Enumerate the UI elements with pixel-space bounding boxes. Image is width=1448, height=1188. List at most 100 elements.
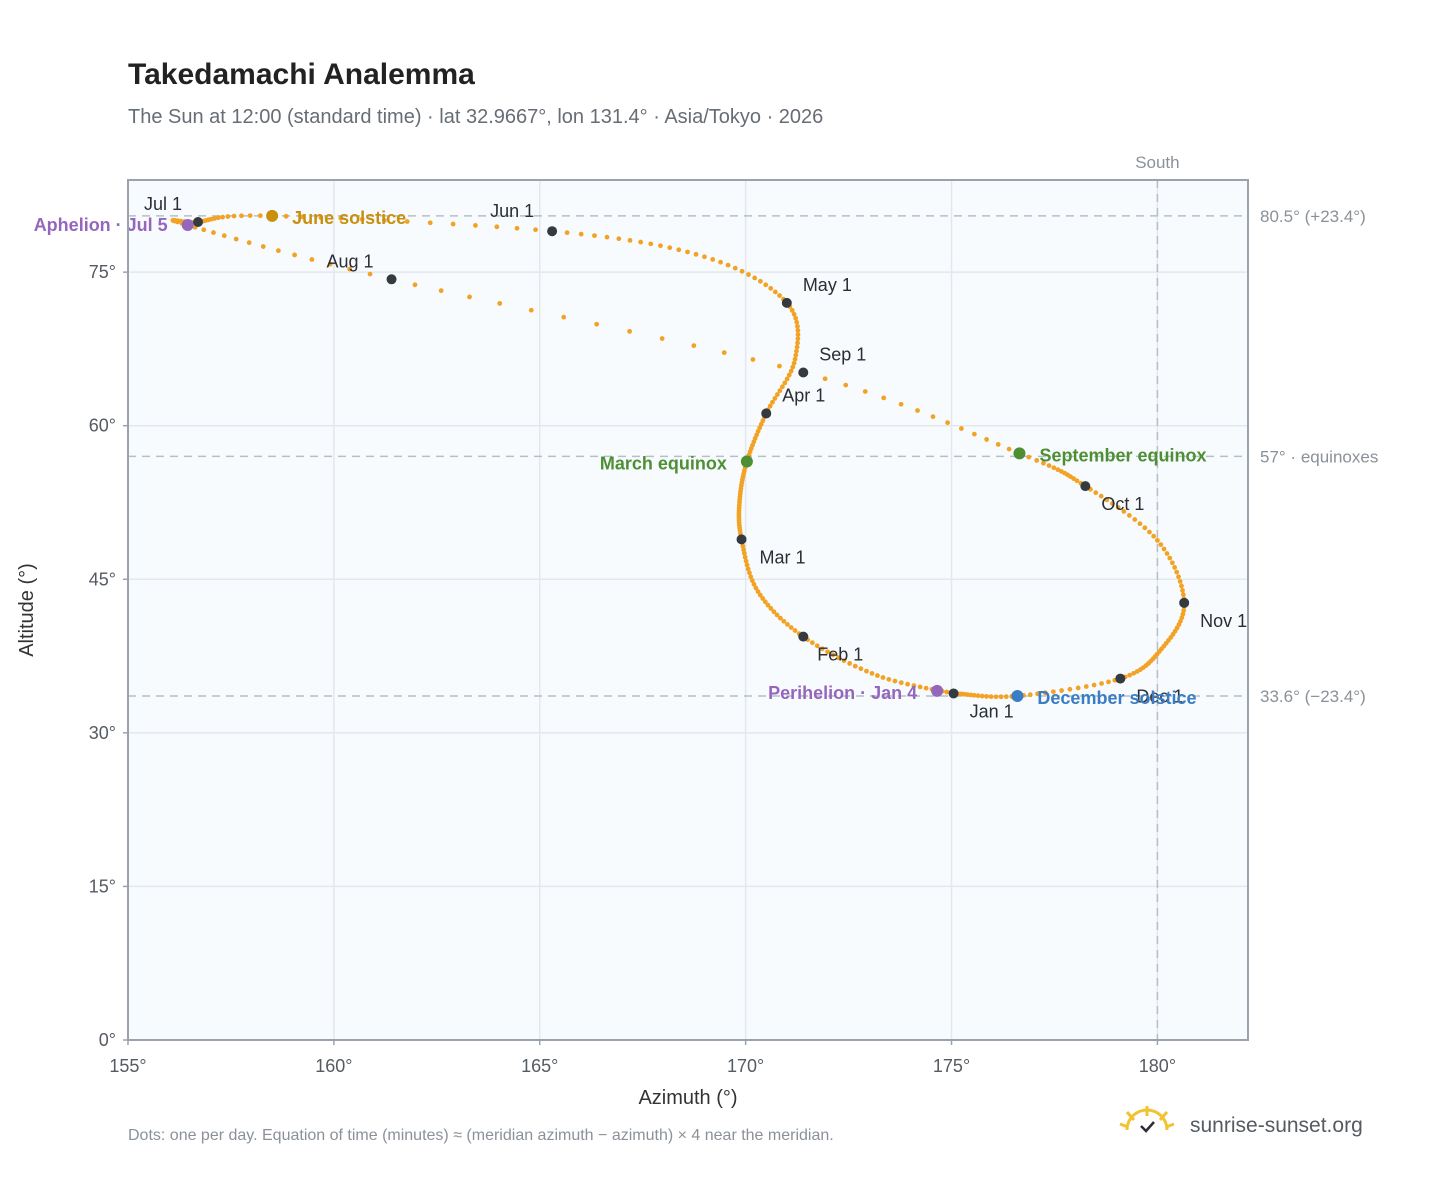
- daily-sun-dot: [752, 275, 758, 281]
- daily-sun-dot: [211, 230, 216, 235]
- daily-sun-dot: [318, 215, 324, 220]
- month-marker: [193, 216, 203, 227]
- x-tick-label: 170°: [727, 1056, 764, 1076]
- y-tick-label: 30°: [89, 723, 116, 743]
- sunrise-icon: [1119, 1106, 1175, 1133]
- daily-sun-dot: [795, 328, 801, 333]
- south-label: South: [1135, 153, 1179, 172]
- daily-sun-dot: [975, 693, 981, 699]
- altitude-reference-label: 80.5° (+23.4°): [1260, 207, 1366, 226]
- daily-sun-dot: [275, 248, 281, 254]
- daily-sun-dot: [794, 319, 800, 325]
- daily-sun-dot: [1179, 583, 1184, 589]
- daily-sun-dot: [1093, 490, 1099, 496]
- month-marker: [1080, 481, 1091, 492]
- daily-sun-dot: [1180, 587, 1185, 593]
- daily-sun-dot: [347, 266, 353, 272]
- event-marker-equinox: [1013, 447, 1026, 460]
- x-tick-label: 160°: [315, 1056, 352, 1076]
- event-marker-june-solstice: [266, 209, 279, 222]
- daily-sun-dot: [905, 681, 910, 687]
- daily-sun-dot: [578, 231, 584, 237]
- daily-sun-dot: [494, 224, 500, 230]
- daily-sun-dot: [1155, 537, 1160, 543]
- daily-sun-dot: [777, 615, 783, 621]
- month-label: Jul 1: [144, 194, 182, 214]
- x-axis-label: Azimuth (°): [638, 1087, 737, 1109]
- event-marker-december-solstice: [1011, 690, 1024, 702]
- x-tick-label: 165°: [521, 1056, 558, 1076]
- daily-sun-dot: [763, 282, 769, 288]
- daily-sun-dot: [1104, 497, 1110, 503]
- daily-sun-dot: [1083, 684, 1089, 689]
- daily-sun-dot: [790, 364, 796, 370]
- daily-sun-dot: [725, 262, 731, 268]
- daily-sun-dot: [1059, 688, 1065, 693]
- daily-sun-dot: [732, 265, 738, 271]
- daily-sun-dot: [1046, 463, 1052, 468]
- daily-sun-dot: [749, 578, 755, 583]
- daily-sun-dot: [1034, 457, 1040, 463]
- month-label: May 1: [803, 275, 852, 295]
- daily-sun-dot: [770, 399, 775, 405]
- daily-sun-dot: [767, 403, 773, 409]
- daily-sun-dot: [768, 606, 774, 611]
- daily-sun-dot: [852, 663, 858, 669]
- daily-sun-dot: [781, 618, 787, 624]
- daily-sun-dot: [221, 233, 227, 239]
- daily-sun-dot: [995, 442, 1001, 447]
- daily-sun-dot: [957, 691, 963, 697]
- y-tick-label: 45°: [89, 569, 116, 589]
- event-markers: Aphelion · Jul 5 June solstice March equin…: [34, 208, 1207, 708]
- daily-sun-dot: [782, 380, 788, 386]
- month-label: Jun 1: [490, 201, 534, 221]
- daily-sun-dot: [627, 237, 633, 243]
- daily-sun-dot: [659, 336, 665, 341]
- daily-sun-dot: [497, 301, 503, 306]
- daily-sun-dot: [777, 293, 782, 298]
- daily-sun-dot: [721, 350, 727, 356]
- daily-sun-dot: [412, 282, 418, 288]
- daily-sun-dot: [795, 332, 801, 338]
- daily-sun-dot: [201, 227, 207, 233]
- daily-sun-dot: [514, 225, 520, 231]
- daily-sun-dot: [979, 693, 985, 699]
- daily-sun-dot: [1126, 513, 1132, 518]
- daily-sun-dot: [1177, 579, 1183, 584]
- month-label: Feb 1: [817, 645, 863, 665]
- chart-title: Takedamachi Analemma: [128, 58, 475, 91]
- daily-sun-dot: [795, 340, 800, 346]
- y-tick-label: 75°: [89, 262, 116, 282]
- daily-sun-dot: [971, 431, 977, 437]
- altitude-reference-label: 57° · equinoxes: [1260, 447, 1378, 466]
- month-marker: [798, 631, 809, 642]
- daily-sun-dot: [467, 294, 472, 300]
- month-marker: [386, 274, 397, 285]
- daily-sun-dot: [830, 652, 836, 658]
- daily-sun-dot: [742, 554, 748, 560]
- daily-sun-dot: [945, 420, 951, 426]
- daily-sun-dot: [772, 289, 778, 295]
- daily-sun-dot: [260, 244, 266, 249]
- month-markers: Jan 1 Feb 1 Mar 1 Apr 1 May 1 Jun 1 Jul 1 Aug 1…: [144, 194, 1247, 721]
- x-axis-ticks: 155° 160° 165° 170° 175° 180°: [109, 1040, 1176, 1076]
- daily-sun-dot: [283, 213, 289, 219]
- event-label: September equinox: [1039, 445, 1206, 465]
- daily-sun-dot: [1180, 592, 1186, 598]
- daily-sun-dot: [743, 558, 749, 564]
- daily-sun-dot: [604, 234, 610, 240]
- daily-sun-dot: [789, 307, 795, 313]
- daily-sun-dot: [864, 668, 869, 674]
- daily-sun-dot: [1075, 685, 1081, 691]
- daily-sun-dot: [739, 268, 745, 274]
- daily-sun-dot: [1172, 565, 1178, 570]
- daily-sun-dot: [869, 671, 875, 676]
- daily-sun-dot: [1035, 691, 1040, 697]
- daily-sun-dot: [786, 372, 792, 378]
- daily-sun-dot: [760, 596, 766, 601]
- daily-sun-dot: [309, 257, 315, 262]
- y-tick-label: 60°: [89, 416, 116, 436]
- daily-sun-dot: [233, 236, 239, 242]
- daily-sun-dot: [746, 570, 752, 576]
- daily-sun-dot: [592, 233, 597, 239]
